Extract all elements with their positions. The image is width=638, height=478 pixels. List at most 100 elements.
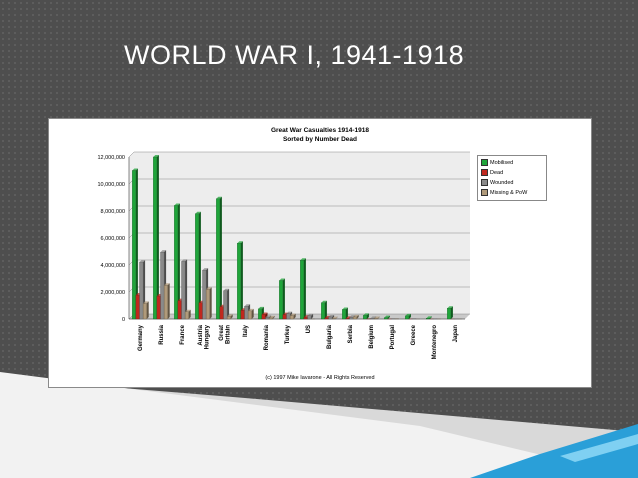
bar xyxy=(303,317,308,320)
bar-top xyxy=(307,313,314,316)
x-tick-label: US xyxy=(306,325,312,333)
bar-side xyxy=(332,314,335,319)
bar-side xyxy=(387,315,390,319)
x-tick-label: Greece xyxy=(411,324,417,345)
bar xyxy=(156,295,161,320)
bar-side xyxy=(303,258,306,319)
bar-top xyxy=(363,313,369,316)
bar xyxy=(300,260,305,320)
legend-swatch xyxy=(481,159,488,167)
chart-panel: Great War Casualties 1914-1918 Sorted by… xyxy=(48,118,592,388)
bar-top xyxy=(286,311,293,314)
bar xyxy=(219,306,224,320)
bar-top xyxy=(164,283,170,286)
x-tick-label: Turkey xyxy=(285,324,291,344)
legend-swatch xyxy=(481,189,488,197)
legend-label: Mobilised xyxy=(490,160,514,166)
bar-side xyxy=(185,259,188,319)
y-tick-label: 0 xyxy=(122,317,125,323)
grid-line-depth xyxy=(128,151,135,158)
bar-side xyxy=(188,309,191,319)
legend-item: Missing & PoW xyxy=(481,189,527,197)
bar xyxy=(282,314,287,320)
bar-side xyxy=(209,287,212,319)
bar-side xyxy=(135,168,138,319)
bar-top xyxy=(332,316,338,319)
bar xyxy=(139,261,144,320)
chart-subtitle: Sorted by Number Dead xyxy=(282,136,358,143)
bar xyxy=(265,317,270,320)
x-tick-label: Belgium xyxy=(369,325,375,349)
y-tick-label: 4,000,000 xyxy=(101,263,125,269)
legend-item: Dead xyxy=(481,169,503,177)
legend-label: Wounded xyxy=(490,180,514,186)
bar-top xyxy=(328,314,335,317)
x-tick-label: France xyxy=(180,324,186,344)
plot-area xyxy=(129,152,470,319)
bar xyxy=(177,300,182,320)
bar-top xyxy=(248,308,254,311)
deco-blue-highlight xyxy=(560,434,638,462)
bar xyxy=(153,156,158,320)
bar xyxy=(426,318,431,320)
bar-top xyxy=(206,287,212,290)
bar-side xyxy=(219,196,222,319)
bar-side xyxy=(366,313,369,319)
y-tick-label: 8,000,000 xyxy=(101,209,125,215)
chart-legend: Mobilised Dead Wounded Missing & PoW xyxy=(477,155,547,201)
bar-top xyxy=(261,312,268,315)
chart-title-block: Great War Casualties 1914-1918 Sorted by… xyxy=(49,126,591,144)
bar-top xyxy=(370,316,377,319)
bar xyxy=(268,317,273,320)
bar-side xyxy=(335,316,338,319)
legend-swatch xyxy=(481,179,488,187)
bar xyxy=(279,280,284,320)
bar-top xyxy=(321,300,327,303)
x-tick-label: Romania xyxy=(264,324,270,350)
bar xyxy=(370,318,375,320)
bar xyxy=(160,252,165,320)
bar xyxy=(307,315,312,320)
bar xyxy=(363,315,368,320)
bar-top xyxy=(160,250,167,253)
bar xyxy=(247,310,252,320)
bar-top xyxy=(324,315,331,318)
y-tick-label: 12,000,000 xyxy=(97,155,125,161)
x-tick-label: Italy xyxy=(243,324,249,337)
bar xyxy=(237,243,242,320)
bar-top xyxy=(237,241,243,244)
bar-side xyxy=(227,288,230,319)
bar-top xyxy=(384,315,390,318)
bar xyxy=(195,213,200,320)
bar-top xyxy=(258,306,264,309)
bar-top xyxy=(153,155,159,157)
bar-side xyxy=(293,313,296,319)
y-tick-label: 10,000,000 xyxy=(97,182,125,188)
bar-side xyxy=(408,313,411,319)
bar-side xyxy=(429,316,432,319)
legend-label: Missing & PoW xyxy=(490,190,528,196)
bar-top xyxy=(174,203,180,206)
chart-footer: (c) 1997 Mike Iavarone - All Rights Rese… xyxy=(265,375,375,381)
bar-side xyxy=(230,314,233,319)
chart-plot: 0 2,000,000 4,000,000 6,000,000 8,000,000 10,… xyxy=(97,151,470,359)
bar-top xyxy=(227,314,233,317)
bar-side xyxy=(146,301,149,319)
bar-top xyxy=(269,315,275,318)
bar xyxy=(181,261,186,320)
bar-side xyxy=(311,313,314,319)
bar xyxy=(321,302,326,320)
bar xyxy=(240,310,245,320)
bar xyxy=(135,294,140,320)
x-tick-label: Great xyxy=(219,325,225,341)
bar xyxy=(226,316,231,320)
bar-side xyxy=(345,307,348,319)
bar-top xyxy=(426,316,432,319)
bar-side xyxy=(356,314,359,319)
x-tick-label: Austria xyxy=(198,324,204,345)
legend-swatch xyxy=(481,169,488,177)
bar xyxy=(405,315,410,320)
bar-top xyxy=(195,211,201,214)
bar-top xyxy=(139,260,146,263)
bar xyxy=(142,303,147,320)
